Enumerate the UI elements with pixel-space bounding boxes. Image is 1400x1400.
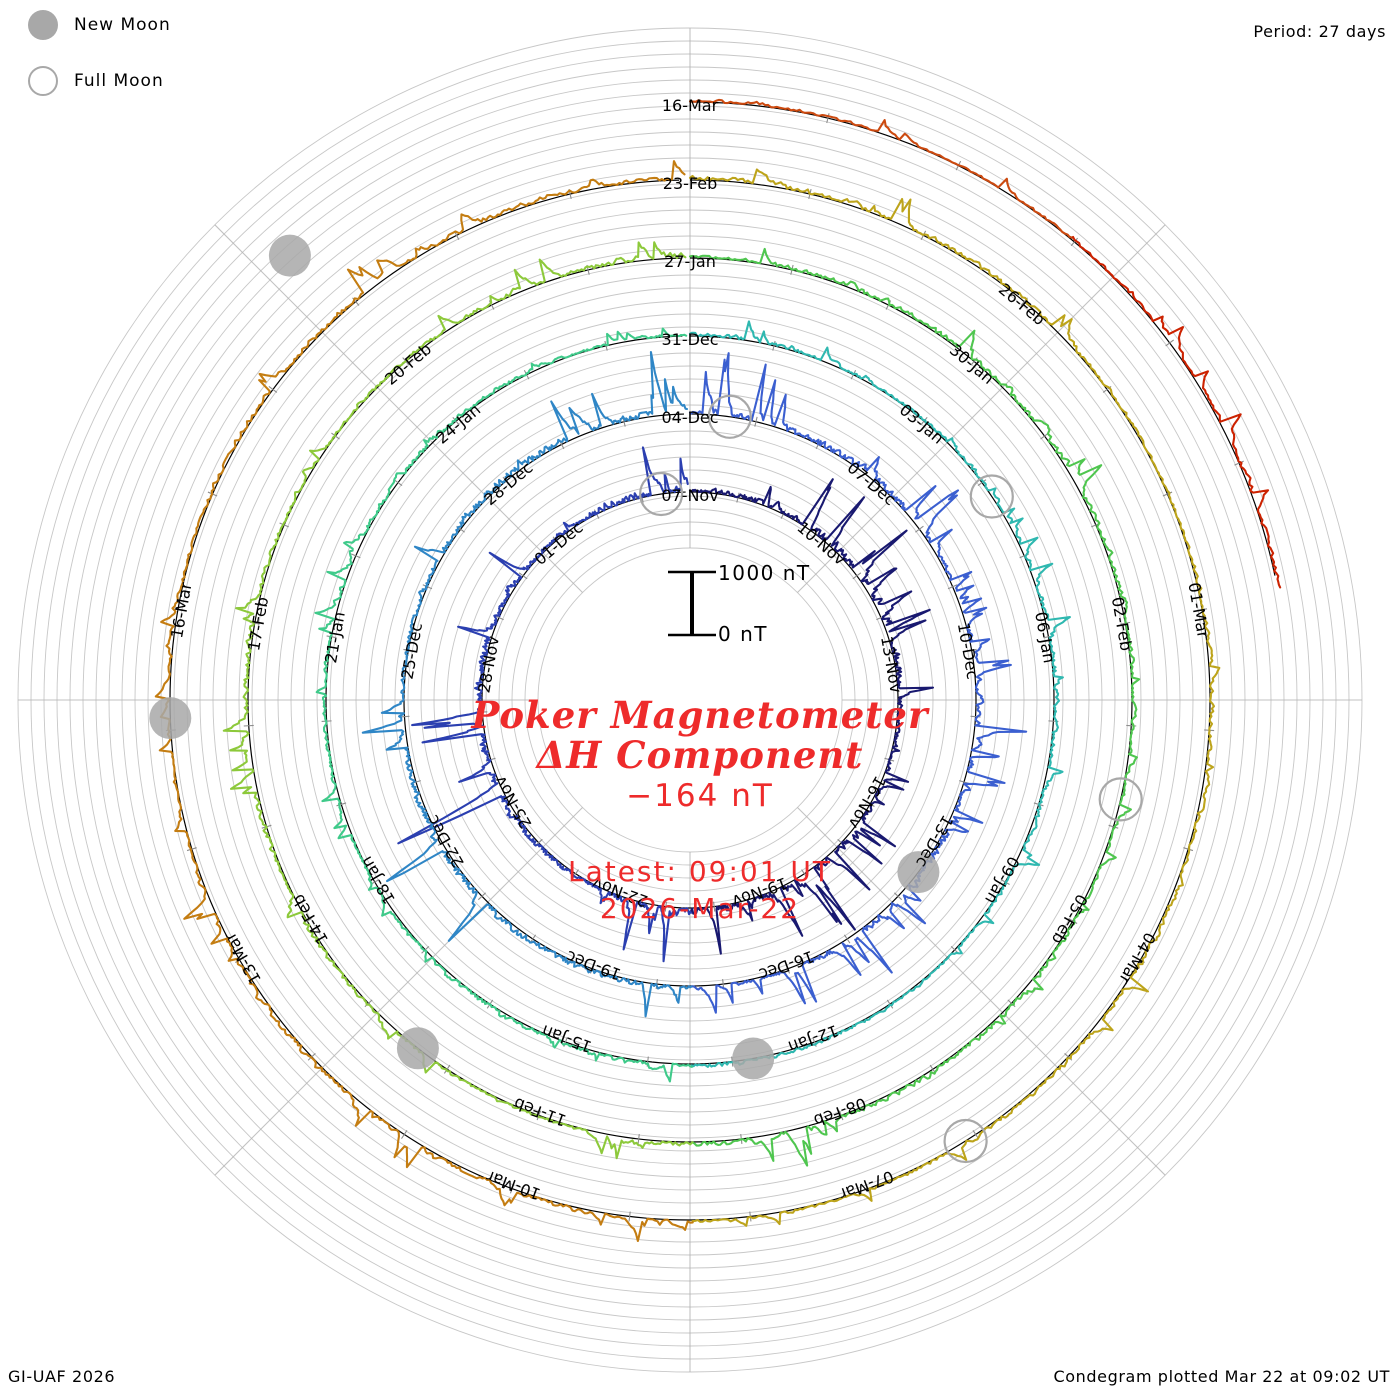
svg-text:07-Nov: 07-Nov bbox=[661, 486, 718, 505]
full-moon-marker-icon bbox=[1098, 777, 1143, 822]
svg-text:10-Dec: 10-Dec bbox=[954, 621, 983, 681]
date-tick-label: 24-Jan bbox=[432, 400, 484, 448]
svg-text:08-Feb: 08-Feb bbox=[811, 1094, 869, 1130]
current-value-readout: −164 nT bbox=[626, 778, 774, 814]
svg-text:28-Nov: 28-Nov bbox=[474, 635, 503, 695]
latest-time-label: Latest: 09:01 UT bbox=[567, 855, 833, 888]
legend-label-new-moon: New Moon bbox=[74, 15, 171, 35]
date-tick-label: 08-Feb bbox=[811, 1094, 869, 1130]
date-tick-label: 13-Nov bbox=[877, 635, 906, 695]
svg-text:31-Dec: 31-Dec bbox=[661, 330, 718, 349]
date-tick-label: 12-Jan bbox=[786, 1021, 841, 1057]
svg-text:12-Jan: 12-Jan bbox=[786, 1021, 841, 1057]
new-moon-marker-icon bbox=[149, 697, 192, 740]
date-tick-label: 16-Mar bbox=[662, 96, 719, 115]
date-tick-label: 23-Feb bbox=[663, 174, 717, 193]
date-tick-label: 11-Feb bbox=[511, 1094, 569, 1130]
svg-text:24-Jan: 24-Jan bbox=[432, 400, 484, 448]
plotted-timestamp-label: Condegram plotted Mar 22 at 09:02 UT bbox=[1053, 1367, 1390, 1386]
polar-spokes bbox=[18, 28, 1362, 1372]
date-tick-label: 28-Nov bbox=[474, 635, 503, 695]
date-tick-label: 15-Jan bbox=[539, 1021, 594, 1057]
svg-text:02-Feb: 02-Feb bbox=[1108, 595, 1136, 652]
latest-date-label: 2026-Mar-22 bbox=[599, 892, 801, 925]
new-moon-marker-icon bbox=[732, 1037, 775, 1080]
full-moon-marker-icon bbox=[638, 471, 684, 517]
moon-markers bbox=[149, 234, 1143, 1164]
date-tick-label: 21-Jan bbox=[321, 610, 349, 664]
legend-label-full-moon: Full Moon bbox=[74, 71, 164, 91]
svg-text:15-Jan: 15-Jan bbox=[539, 1021, 594, 1057]
svg-text:21-Jan: 21-Jan bbox=[321, 610, 349, 664]
svg-text:23-Feb: 23-Feb bbox=[663, 174, 717, 193]
date-tick-label: 02-Feb bbox=[1108, 595, 1136, 652]
date-tick-label: 03-Jan bbox=[896, 400, 948, 448]
svg-text:04-Dec: 04-Dec bbox=[661, 408, 718, 427]
date-tick-label: 07-Nov bbox=[661, 486, 718, 505]
date-tick-label: 10-Dec bbox=[954, 621, 983, 681]
period-label: Period: 27 days bbox=[1253, 22, 1386, 41]
svg-text:13-Nov: 13-Nov bbox=[877, 635, 906, 695]
page-title-line1: Poker Magnetometer bbox=[471, 693, 929, 737]
page-title-line2: ΔH Component bbox=[536, 733, 864, 777]
scale-bar bbox=[668, 570, 716, 637]
scale-top-label: 1000 nT bbox=[718, 561, 811, 585]
svg-text:03-Jan: 03-Jan bbox=[896, 400, 948, 448]
scale-bottom-label: 0 nT bbox=[718, 622, 768, 646]
new-moon-marker-icon bbox=[396, 1027, 439, 1070]
date-tick-label: 31-Dec bbox=[661, 330, 718, 349]
new-moon-icon bbox=[28, 10, 58, 40]
moon-legend: New Moon Full Moon bbox=[28, 10, 171, 122]
svg-text:11-Feb: 11-Feb bbox=[511, 1094, 569, 1130]
date-tick-label: 27-Jan bbox=[664, 252, 716, 271]
new-moon-marker-icon bbox=[897, 851, 940, 894]
full-moon-marker-icon bbox=[707, 394, 752, 439]
date-tick-label: 04-Dec bbox=[661, 408, 718, 427]
full-moon-icon bbox=[28, 66, 58, 96]
legend-item-full-moon: Full Moon bbox=[28, 66, 171, 96]
svg-text:27-Jan: 27-Jan bbox=[664, 252, 716, 271]
svg-text:16-Mar: 16-Mar bbox=[662, 96, 719, 115]
full-moon-marker-icon bbox=[943, 1118, 988, 1164]
credit-label: GI-UAF 2026 bbox=[8, 1367, 116, 1386]
date-tick-label: 25-Dec bbox=[398, 621, 427, 681]
legend-item-new-moon: New Moon bbox=[28, 10, 171, 40]
full-moon-marker-icon bbox=[969, 474, 1014, 519]
svg-text:25-Dec: 25-Dec bbox=[398, 621, 427, 681]
new-moon-marker-icon bbox=[268, 234, 311, 277]
